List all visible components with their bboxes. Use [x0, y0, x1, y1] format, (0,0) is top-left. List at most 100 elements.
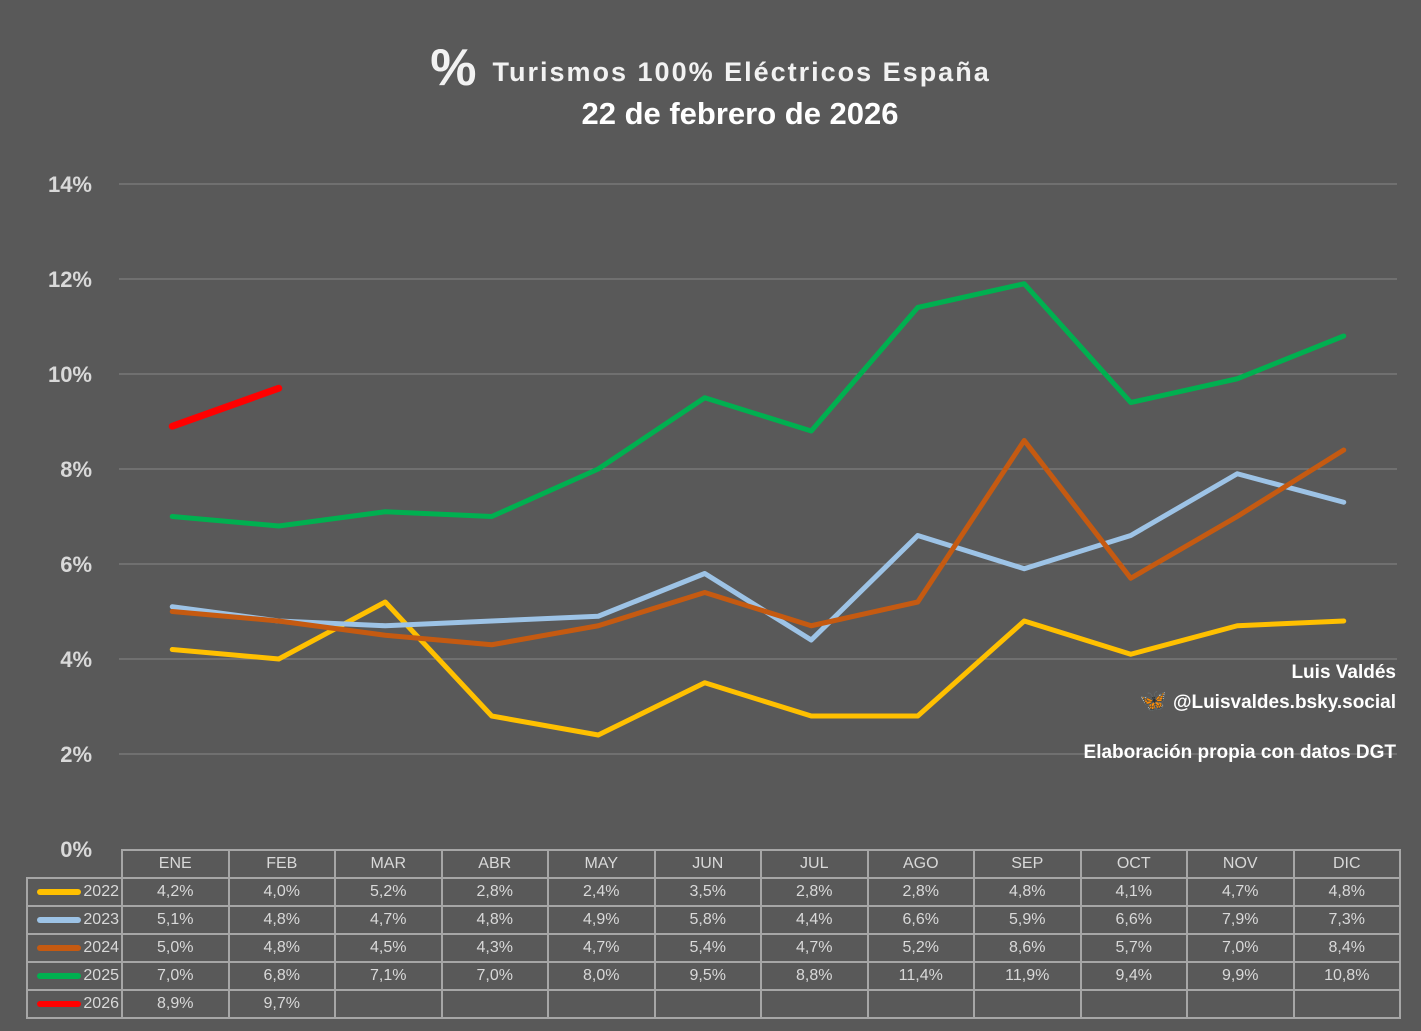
data-point-2025 — [1023, 283, 1025, 285]
data-label: 4,4% — [760, 905, 869, 935]
chart-subtitle: 22 de febrero de 2026 — [581, 96, 899, 131]
data-label: 5,1% — [121, 905, 230, 935]
data-label: 4,0% — [227, 877, 336, 907]
data-label: 6,6% — [1079, 905, 1188, 935]
data-label: 7,1% — [334, 961, 443, 991]
data-point-2025 — [171, 516, 173, 517]
data-point-2025 — [597, 468, 599, 470]
legend-entry: 2025 — [26, 961, 123, 991]
data-table: ENE FEB MAR ABR MAY JUN JUL AGO SEP OCT NOV DIC 2022… — [26, 849, 1401, 1019]
data-label — [440, 989, 549, 1019]
data-point-2025 — [810, 430, 812, 432]
data-point-2022 — [810, 715, 812, 717]
data-point-2022 — [384, 601, 386, 603]
legend-swatch — [37, 972, 82, 979]
data-point-2023 — [1023, 568, 1025, 570]
data-label — [653, 989, 762, 1019]
data-label: 5,2% — [334, 877, 443, 907]
data-label — [973, 989, 1082, 1019]
y-tick-label: 2% — [60, 742, 92, 767]
data-label: 8,9% — [121, 989, 230, 1019]
legend-entry: 2024 — [26, 933, 123, 963]
y-tick-label: 10% — [48, 362, 92, 387]
data-point-2024 — [278, 620, 280, 622]
series-line-2022 — [169, 599, 1347, 738]
data-label: 9,9% — [1186, 961, 1295, 991]
data-point-2024 — [810, 625, 812, 627]
data-label — [1079, 989, 1188, 1019]
data-label — [547, 989, 656, 1019]
data-label: 9,7% — [227, 989, 336, 1019]
data-point-2022 — [597, 734, 599, 736]
data-label: 6,6% — [866, 905, 975, 935]
y-tick-label: 6% — [60, 552, 92, 577]
y-tick-label: 12% — [48, 267, 92, 292]
data-label: 8,4% — [1292, 933, 1401, 963]
data-point-2022 — [1343, 620, 1345, 622]
data-label: 5,8% — [653, 905, 762, 935]
legend-entry: 2026 — [26, 989, 123, 1019]
data-point-2023 — [810, 639, 812, 641]
data-point-2024 — [384, 634, 386, 636]
data-point-2024 — [1130, 577, 1132, 579]
data-point-2025 — [704, 397, 706, 399]
title-percent-symbol: % — [430, 39, 479, 97]
x-tick-label: OCT — [1079, 849, 1188, 879]
data-label: 5,2% — [866, 933, 975, 963]
data-point-2024 — [1343, 449, 1345, 451]
table-row: 2026 8,9% 9,7% — [26, 989, 1401, 1019]
data-point-2022 — [171, 649, 173, 650]
data-label: 8,6% — [973, 933, 1082, 963]
data-label: 4,8% — [973, 877, 1082, 907]
legend-label: 2025 — [83, 967, 119, 984]
data-point-2024 — [704, 592, 706, 593]
table-corner — [27, 850, 122, 878]
data-label — [1186, 989, 1295, 1019]
data-label: 4,7% — [334, 905, 443, 935]
x-tick-label: AGO — [866, 849, 975, 879]
chart-title: % Turismos 100% Eléctricos España — [0, 38, 1421, 98]
y-tick-label: 0% — [60, 837, 92, 862]
data-point-2026 — [171, 425, 173, 427]
data-label: 5,9% — [973, 905, 1082, 935]
legend-label: 2022 — [83, 883, 119, 900]
data-point-2022 — [1023, 620, 1025, 622]
data-point-2023 — [1236, 473, 1238, 475]
data-label: 7,0% — [121, 961, 230, 991]
data-point-2022 — [704, 682, 706, 684]
legend-entry: 2022 — [26, 877, 123, 907]
data-point-2022 — [917, 715, 919, 717]
data-point-2024 — [597, 625, 599, 627]
legend-label: 2026 — [83, 995, 119, 1012]
data-point-2025 — [278, 525, 280, 527]
table-header-row: ENE FEB MAR ABR MAY JUN JUL AGO SEP OCT NOV DIC — [27, 849, 1401, 879]
data-label: 7,9% — [1186, 905, 1295, 935]
data-label: 2,8% — [760, 877, 869, 907]
data-point-2024 — [1023, 440, 1025, 441]
x-tick-label: DIC — [1292, 849, 1401, 879]
data-label: 10,8% — [1292, 961, 1401, 991]
data-label: 2,8% — [866, 877, 975, 907]
legend-swatch — [37, 944, 82, 951]
data-label — [334, 989, 443, 1019]
data-label: 8,8% — [760, 961, 869, 991]
series-line-2025 — [169, 281, 1347, 529]
data-label: 9,5% — [653, 961, 762, 991]
data-point-2022 — [278, 658, 280, 660]
legend-swatch — [37, 916, 82, 923]
table-row: 2022 4,2% 4,0% 5,2% 2,8% 2,4% 3,5% 2,8% 2,8% 4,8%… — [26, 877, 1401, 907]
y-tick-label: 8% — [60, 457, 92, 482]
data-point-2024 — [1236, 516, 1238, 517]
y-tick-label: 4% — [60, 647, 92, 672]
data-point-2025 — [917, 307, 919, 308]
x-tick-label: ENE — [121, 849, 230, 879]
data-label: 4,8% — [227, 933, 336, 963]
data-point-2026 — [278, 387, 280, 389]
title-text: Turismos 100% Eléctricos España — [492, 57, 991, 87]
data-label: 5,7% — [1079, 933, 1188, 963]
data-point-2025 — [1343, 335, 1345, 337]
x-tick-label: JUL — [760, 849, 869, 879]
data-label: 11,9% — [973, 961, 1082, 991]
data-label: 4,1% — [1079, 877, 1188, 907]
legend-swatch — [37, 1000, 82, 1007]
